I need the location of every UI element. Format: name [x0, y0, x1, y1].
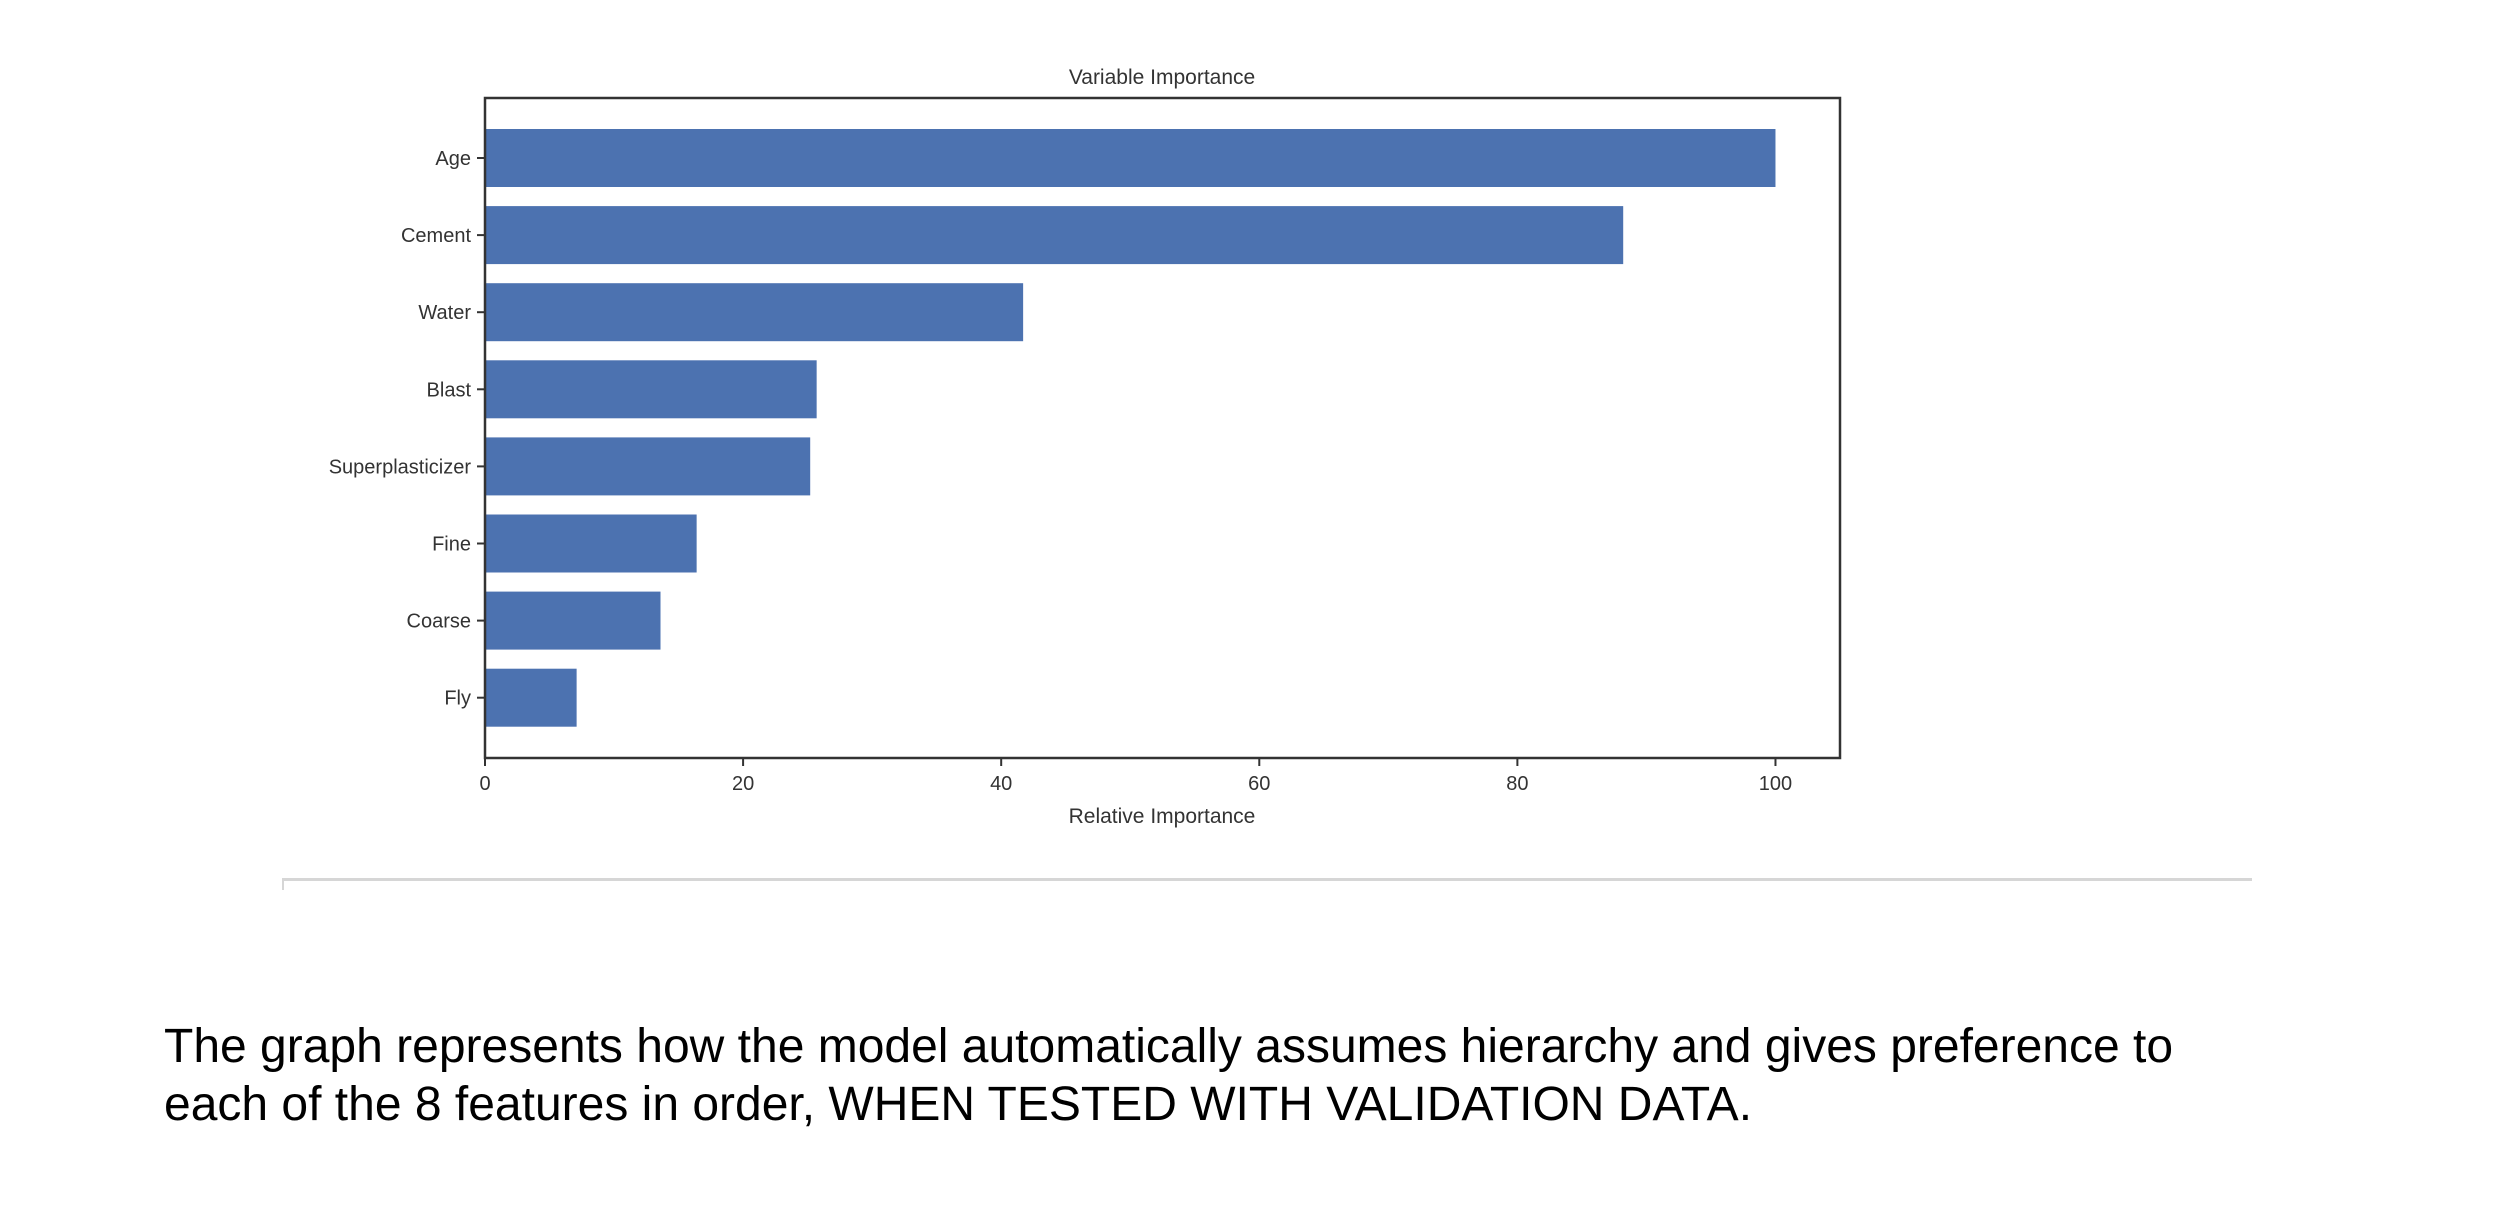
section-divider	[282, 878, 2252, 881]
y-tick-label-coarse: Coarse	[407, 611, 471, 633]
y-tick-label-water: Water	[418, 302, 471, 324]
bar-coarse	[485, 591, 661, 650]
plot-frame	[483, 96, 1842, 760]
x-tick-label-20: 20	[732, 773, 754, 795]
section-divider-tick	[282, 878, 284, 890]
y-axis: Age Cement Water Blast Superplasticizer Fine C…	[329, 148, 485, 710]
bar-fine	[485, 514, 697, 573]
caption-line-1: The graph represents how the model autom…	[164, 1020, 2174, 1073]
y-tick-label-age: Age	[435, 148, 471, 170]
caption: The graph represents how the model autom…	[164, 1018, 2414, 1134]
bar-water	[485, 283, 1024, 342]
bar-age	[485, 129, 1776, 187]
chart-title: Variable Importance	[1069, 66, 1255, 89]
y-tick-label-fine: Fine	[432, 534, 471, 556]
x-tick-label-40: 40	[990, 773, 1012, 795]
bar-superplasticizer	[485, 437, 811, 496]
y-tick-label-superplasticizer: Superplasticizer	[329, 456, 472, 478]
caption-line-2: each of the 8 features in order, WHEN TE…	[164, 1078, 1753, 1131]
y-tick-label-cement: Cement	[401, 225, 471, 247]
x-tick-label-60: 60	[1248, 773, 1270, 795]
bar-blast	[485, 360, 817, 419]
bars-group	[485, 129, 1776, 727]
variable-importance-chart: Variable Importance Age Cement Water Blast S…	[329, 66, 1842, 828]
x-tick-label-0: 0	[479, 773, 490, 795]
x-tick-label-80: 80	[1506, 773, 1528, 795]
y-tick-label-blast: Blast	[427, 379, 472, 401]
x-axis: 0 20 40 60 80 100	[479, 758, 1792, 795]
bar-cement	[485, 206, 1624, 265]
x-tick-label-100: 100	[1759, 773, 1792, 795]
bar-fly	[485, 668, 577, 727]
x-axis-label: Relative Importance	[1069, 805, 1256, 828]
y-tick-label-fly: Fly	[444, 688, 471, 710]
